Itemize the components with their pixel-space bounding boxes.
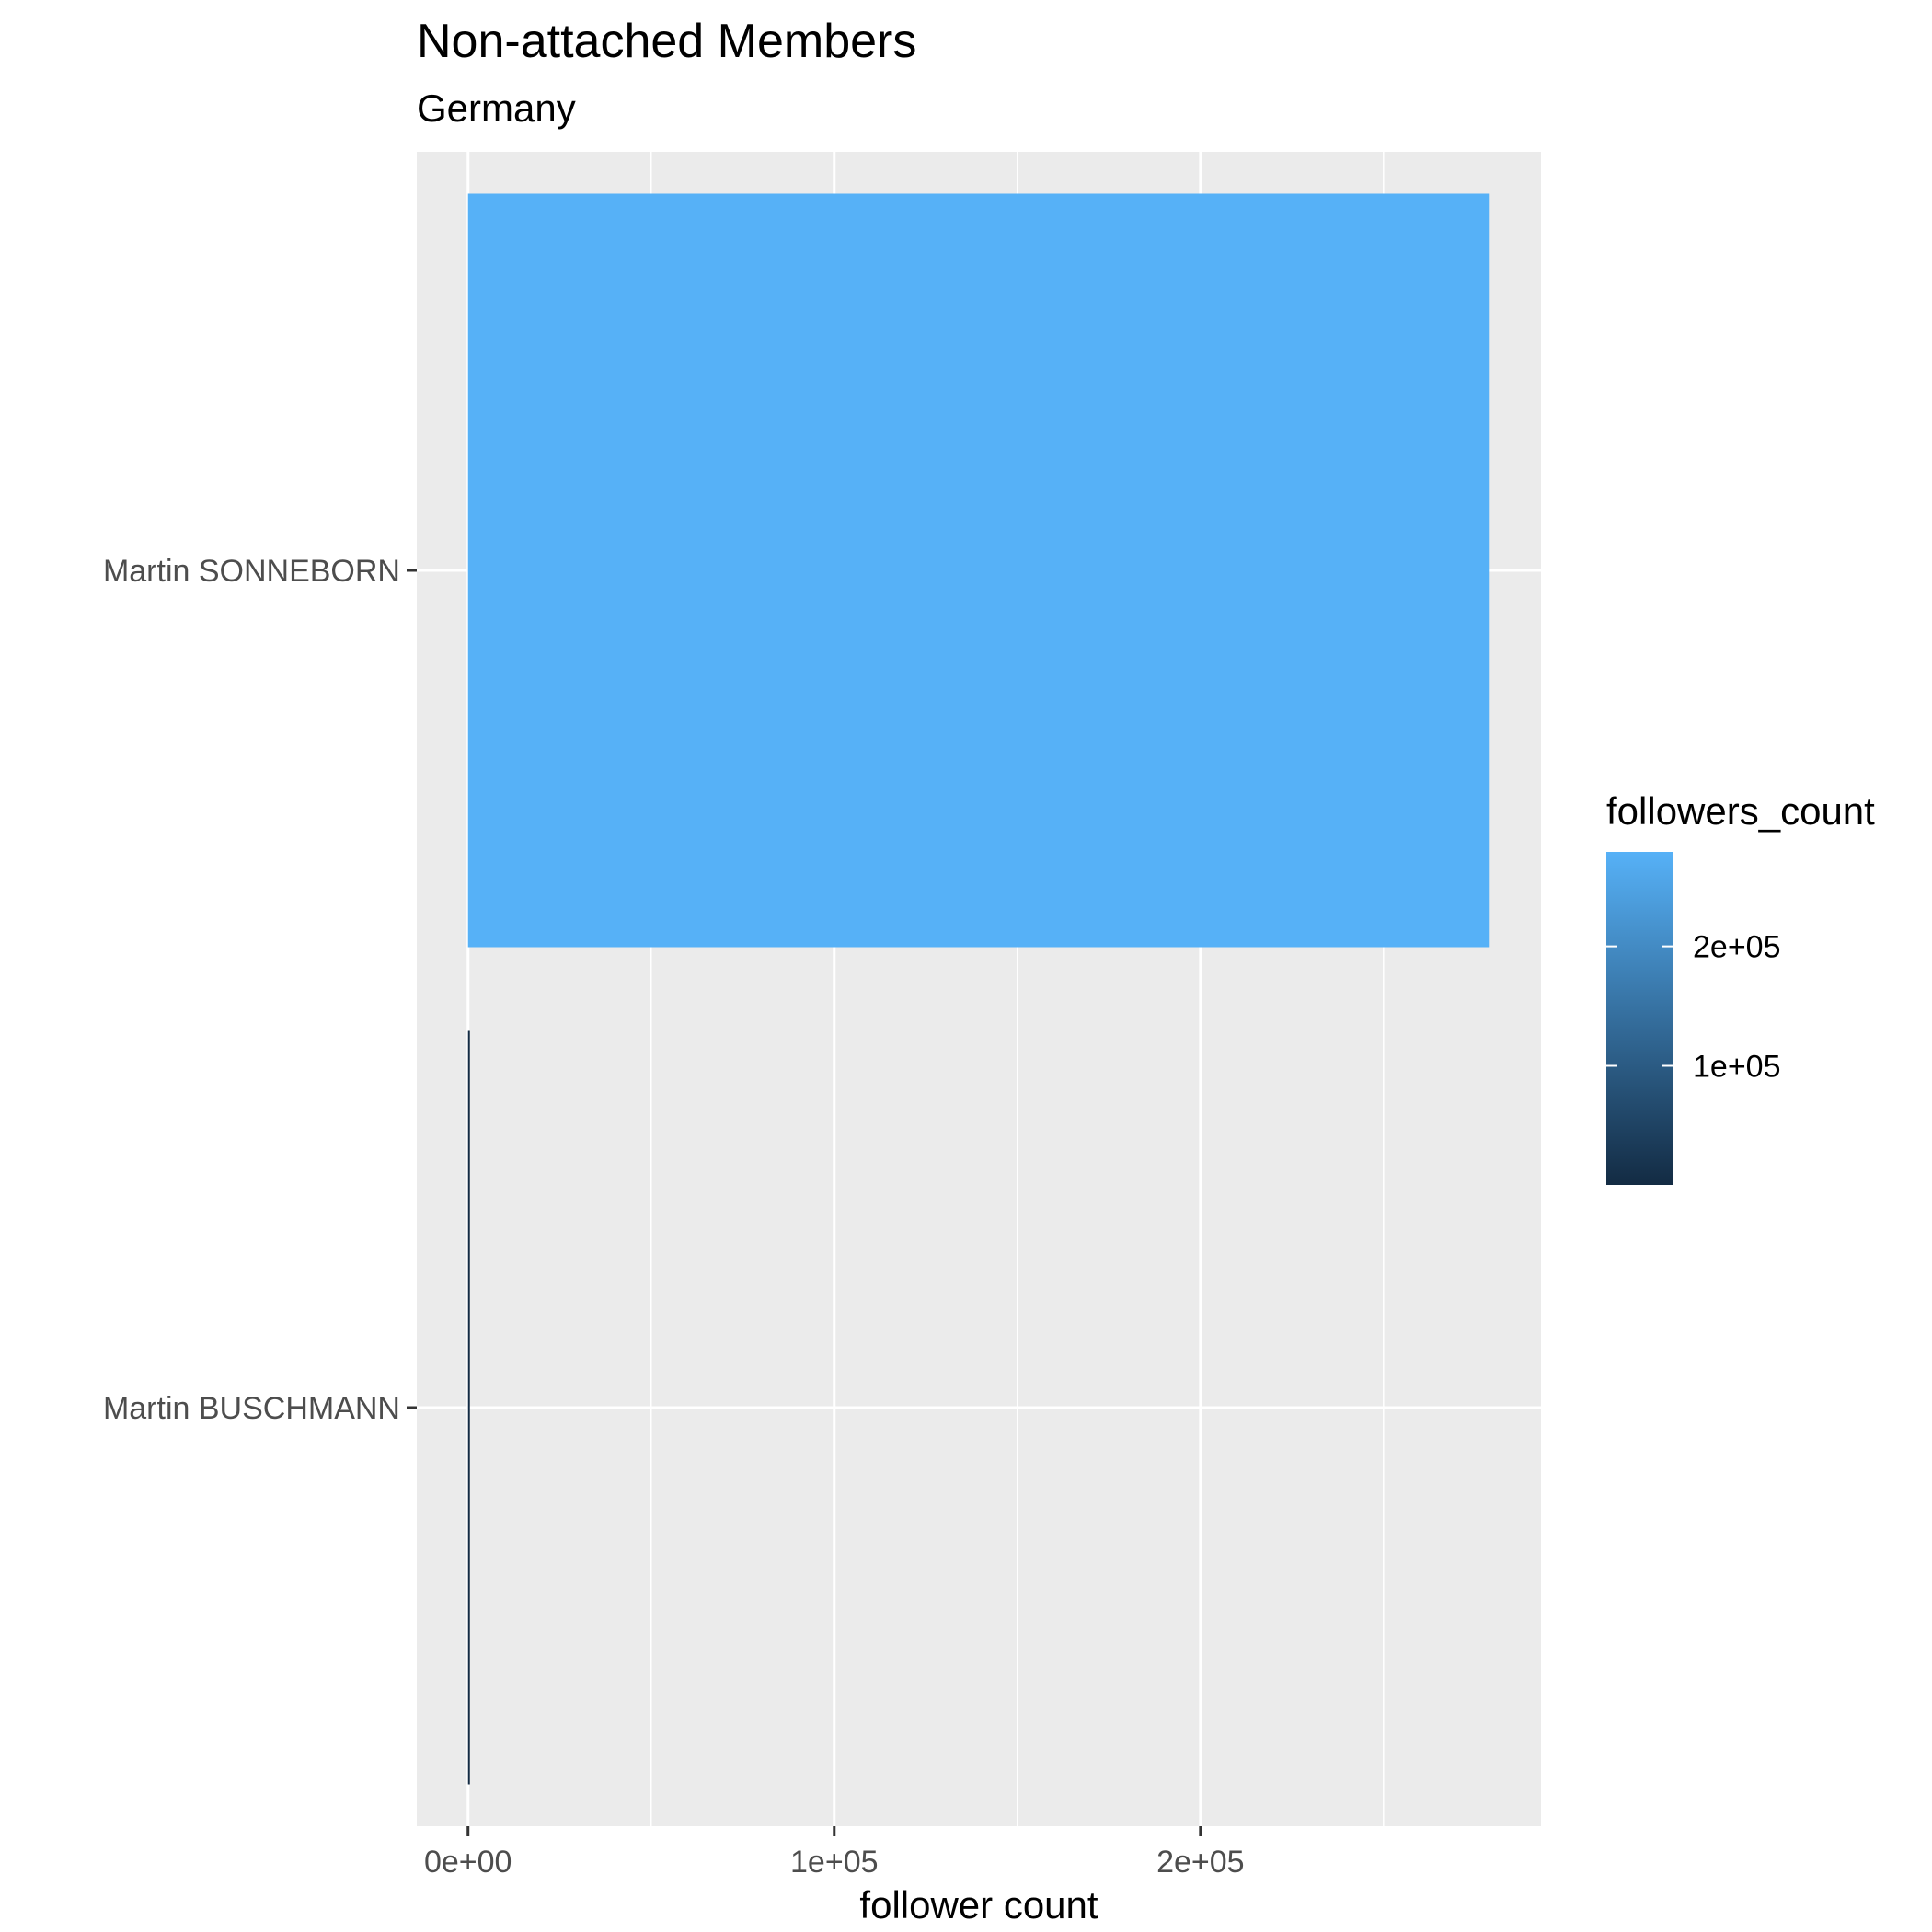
y-axis: Martin SONNEBORN Martin BUSCHMANN — [103, 554, 417, 1426]
legend: followers_count 1e+05 2e+05 — [1606, 789, 1875, 1185]
x-tick-label: 0e+00 — [424, 1845, 512, 1880]
chart-title: Non-attached Members — [417, 15, 916, 68]
bar — [467, 193, 1490, 948]
bars — [467, 193, 1490, 1785]
chart-subtitle: Germany — [417, 86, 576, 130]
bar — [467, 1030, 470, 1785]
colorbar — [1606, 852, 1673, 1185]
y-tick-label: Martin SONNEBORN — [103, 554, 400, 589]
x-axis: 0e+00 1e+05 2e+05 — [424, 1826, 1245, 1880]
legend-title: followers_count — [1606, 789, 1875, 833]
x-tick-label: 1e+05 — [790, 1845, 879, 1880]
x-tick-label: 2e+05 — [1156, 1845, 1245, 1880]
legend-ticks: 1e+05 2e+05 — [1606, 930, 1781, 1085]
x-axis-title: follower count — [859, 1883, 1098, 1926]
legend-tick-label: 2e+05 — [1693, 930, 1781, 965]
legend-tick-label: 1e+05 — [1693, 1050, 1781, 1085]
y-tick-label: Martin BUSCHMANN — [103, 1391, 400, 1426]
